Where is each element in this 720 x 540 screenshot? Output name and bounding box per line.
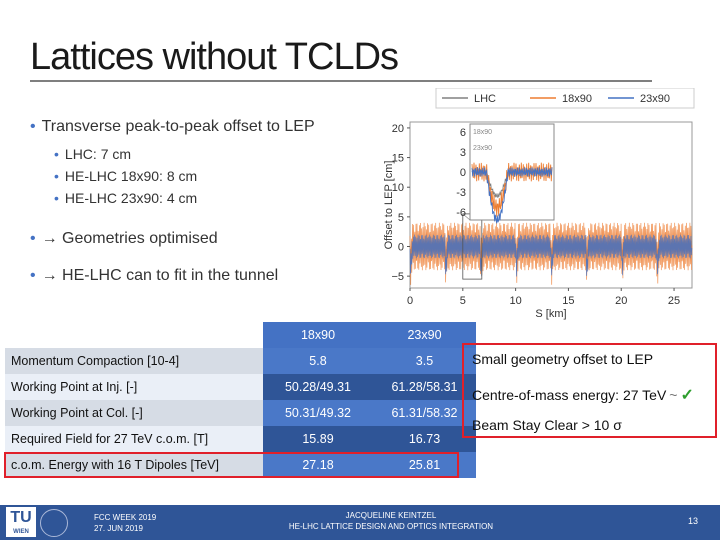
table-row-label: Working Point at Inj. [-] [5,374,263,400]
x-tick-label: 5 [460,295,466,307]
bullet-geometries: • → Geometries optimised [30,230,218,248]
energy-row-highlight [4,452,459,478]
footer-author: JACQUELINE KEINTZEL [345,511,437,520]
table-cell: 61.28/58.31 [373,374,476,400]
inset-tick-label: -6 [456,207,466,219]
table-header-row: 18x90 23x90 [5,322,476,348]
inset-tick-label: -3 [456,187,466,199]
table-row: Momentum Compaction [10-4] 5.8 3.5 [5,348,476,374]
bullet-extra-text: → Geometries optimised [41,230,218,247]
bullet-sub-lhc: • LHC: 7 cm [54,146,390,162]
footer-event: FCC WEEK 2019 27. JUN 2019 [94,512,156,534]
plot-frame [409,121,693,289]
bullet-list: • Transverse peak-to-peak offset to LEP •… [30,118,390,284]
y-tick-label: 10 [392,182,404,194]
y-tick-label: 15 [392,153,404,165]
bullet-tunnel: • → HE-LHC can to fit in the tunnel [30,267,278,285]
footer-date: 27. JUN 2019 [94,524,143,533]
table-header-cell: 23x90 [373,322,476,348]
note-energy: Centre-of-mass energy: 27 TeV ~ ✓ [472,385,694,405]
table-header-cell: 18x90 [263,322,373,348]
table-header-cell [5,322,263,348]
x-axis-label: S [km] [535,308,566,320]
table-row-label: Required Field for 27 TeV c.o.m. [T] [5,426,263,452]
slide-title: Lattices without TCLDs [30,36,399,78]
table-cell: 5.8 [263,348,373,374]
y-axis-label: Offset to LEP [cm] [383,161,395,250]
offset-chart: LHC 18x90 23x90 −5 0 5 10 15 20 0 5 10 15 20 25 S [km] O… [380,88,700,324]
bullet-sub-text: HE-LHC 23x90: 4 cm [64,190,198,206]
legend-box [435,88,695,109]
x-tick-label: 15 [562,295,574,307]
footer-talk-title: HE-LHC LATTICE DESIGN AND OPTICS INTEGRA… [288,522,494,531]
legend-label: 18x90 [562,93,592,105]
logo-sub: WIEN [13,529,29,535]
inset-series-label: 23x90 [473,145,492,152]
bullet-main: • Transverse peak-to-peak offset to LEP [30,118,390,136]
bullet-dot-icon: • [30,230,36,247]
legend-label: 23x90 [640,93,670,105]
table-row-label: Working Point at Col. [-] [5,400,263,426]
table-row-label: Momentum Compaction [10-4] [5,348,263,374]
bullet-sub-text: HE-LHC 18x90: 8 cm [64,168,198,184]
page-number: 13 [688,516,699,526]
bullet-dot-icon: • [54,146,59,162]
seal-icon [40,509,68,537]
note-geometry: Small geometry offset to LEP [472,351,654,367]
table-cell: 50.31/49.32 [263,400,373,426]
table-cell: 61.31/58.32 [373,400,476,426]
bullet-sub-text: LHC: 7 cm [64,146,132,162]
table-row: Working Point at Col. [-] 50.31/49.32 61… [5,400,476,426]
table-row: c.o.m. Energy with 16 T Dipoles [TeV] 27… [5,452,476,478]
x-tick-label: 25 [668,295,680,307]
footer-bar [0,505,720,540]
y-tick-label: 20 [392,123,404,135]
x-tick-label: 0 [407,295,413,307]
table-cell: 3.5 [373,348,476,374]
x-tick-label: 10 [509,295,521,307]
table-cell: 50.28/49.31 [263,374,373,400]
logo-text: TU [10,509,32,526]
table-row-label: c.o.m. Energy with 16 T Dipoles [TeV] [5,452,263,478]
title-rule [30,80,652,82]
y-tick-label: 5 [398,212,404,224]
y-tick-label: −5 [391,271,404,283]
note-beam-stay-clear: Beam Stay Clear > 10 σ [472,417,622,433]
bullet-dot-icon: • [54,190,59,206]
x-tick-label: 20 [615,295,627,307]
bullet-dot-icon: • [54,168,59,184]
footer-talk: JACQUELINE KEINTZEL HE-LHC LATTICE DESIGN… [260,510,522,532]
table-cell: 27.18 [263,452,373,478]
table-cell: 15.89 [263,426,373,452]
inset-series-label: 18x90 [473,129,492,136]
bullet-sub-23x90: • HE-LHC 23x90: 4 cm [54,190,390,206]
legend-label: LHC [474,93,496,105]
table-row: Working Point at Inj. [-] 50.28/49.31 61… [5,374,476,400]
y-tick-label: 0 [398,242,404,254]
bullet-main-text: Transverse peak-to-peak offset to LEP [41,118,315,135]
inset-connector [462,213,471,221]
inset-23x90-line [471,167,553,224]
inset-tick-label: 3 [460,147,466,159]
summary-box: Small geometry offset to LEP Centre-of-m… [462,343,717,438]
bullet-dot-icon: • [30,118,36,135]
inset-tick-label: 6 [460,127,466,139]
note-energy-text: Centre-of-mass energy: 27 TeV [472,387,667,403]
series-23x90-line [409,234,693,277]
lattice-table: 18x90 23x90 Momentum Compaction [10-4] 5… [5,322,476,478]
approx-mark: ~ [669,387,678,403]
bullet-sub-18x90: • HE-LHC 18x90: 8 cm [54,168,390,184]
bullet-extra-text: → HE-LHC can to fit in the tunnel [41,267,279,284]
tu-wien-logo: TU WIEN [6,507,36,537]
footer-event-name: FCC WEEK 2019 [94,513,157,522]
bullet-dot-icon: • [30,267,36,284]
inset-tick-label: 0 [460,167,466,179]
check-icon: ✓ [680,387,694,404]
table-cell: 16.73 [373,426,476,452]
table-row: Required Field for 27 TeV c.o.m. [T] 15.… [5,426,476,452]
